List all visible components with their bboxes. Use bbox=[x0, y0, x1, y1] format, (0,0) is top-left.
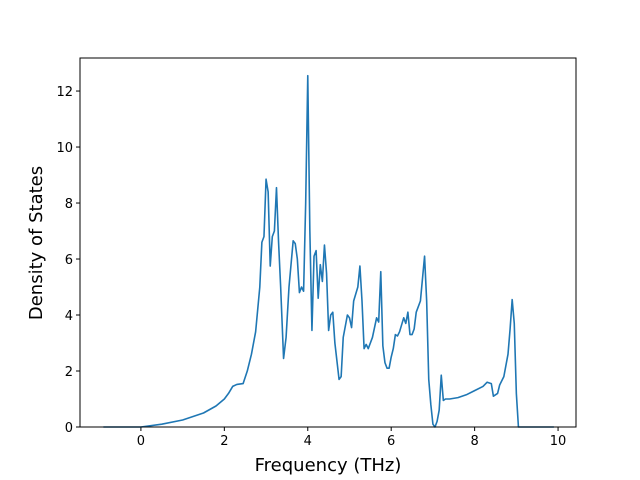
y-tick-label: 10 bbox=[56, 141, 73, 156]
y-tick-label: 8 bbox=[65, 197, 73, 212]
y-tick-label: 4 bbox=[65, 309, 73, 324]
y-axis-label: Density of States bbox=[26, 166, 47, 320]
y-tick-label: 6 bbox=[65, 253, 73, 268]
x-tick-label: 8 bbox=[470, 434, 478, 449]
x-tick-label: 0 bbox=[137, 434, 145, 449]
y-tick-label: 12 bbox=[56, 85, 73, 100]
x-axis-label: Frequency (THz) bbox=[255, 455, 402, 476]
plot-frame bbox=[79, 57, 577, 428]
y-tick-label: 0 bbox=[65, 421, 73, 436]
x-tick-label: 6 bbox=[387, 434, 395, 449]
x-tick-label: 10 bbox=[550, 434, 567, 449]
x-tick-label: 4 bbox=[304, 434, 312, 449]
y-tick-label: 2 bbox=[65, 365, 73, 380]
line bbox=[103, 74, 554, 428]
x-tick-label: 2 bbox=[220, 434, 228, 449]
